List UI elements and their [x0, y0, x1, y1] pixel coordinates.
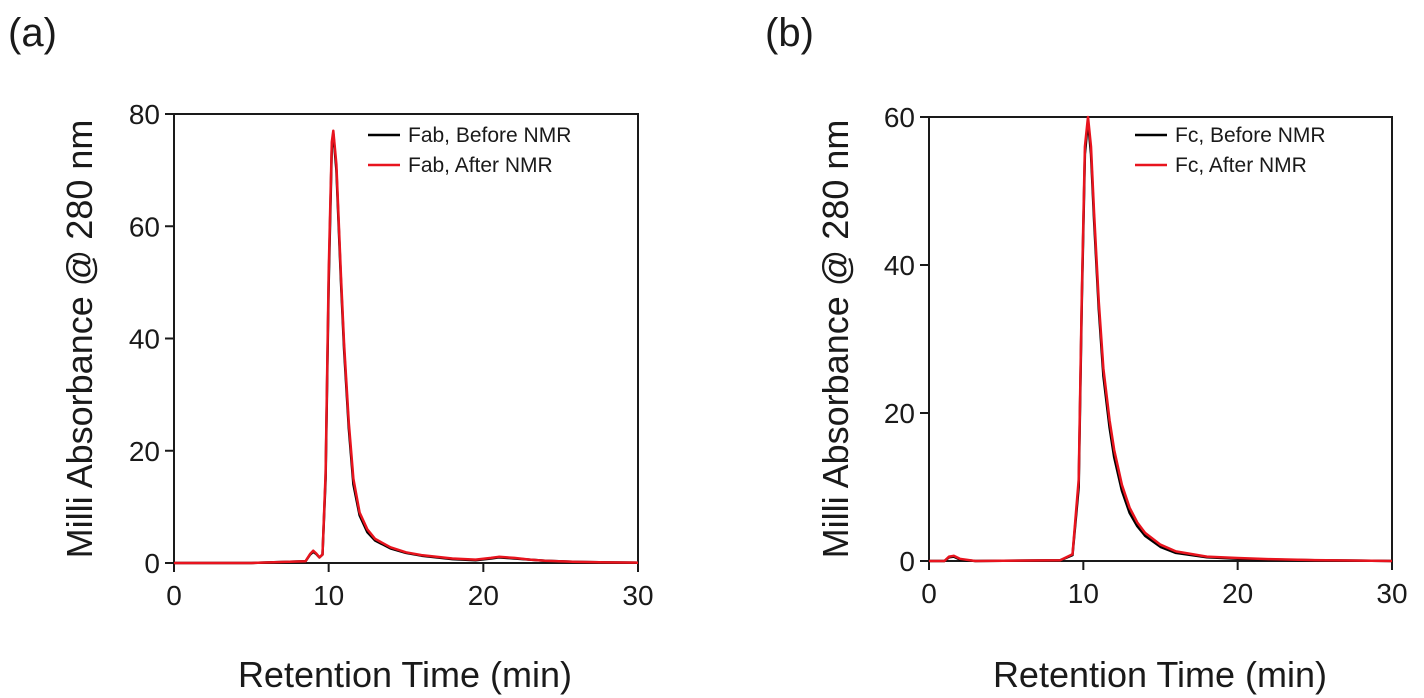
x-tick-label-b-1: 10	[1068, 578, 1099, 609]
series-line-b-0	[929, 119, 1393, 563]
x-axis-title-b: Retention Time (min)	[993, 654, 1327, 695]
plot-frame-a	[173, 113, 639, 564]
y-axis-title-b: Milli Absorbance @ 280 nm	[815, 120, 856, 559]
y-tick-label-a-1: 20	[129, 436, 160, 467]
y-tick-label-a-4: 80	[129, 99, 160, 130]
legend-label-b-0: Fc, Before NMR	[1175, 124, 1326, 147]
series-line-b-1	[929, 115, 1393, 563]
panel-b: (b) Milli Absorbance @ 280 nm Retention …	[765, 11, 1408, 695]
legend-a: Fab, Before NMR Fab, After NMR	[368, 124, 571, 177]
x-tick-label-a-0: 0	[166, 580, 182, 611]
x-axis-title-a: Retention Time (min)	[238, 654, 572, 695]
series-group-b	[929, 115, 1393, 563]
panel-label-b: (b)	[765, 11, 814, 55]
series-line-a-0	[174, 132, 639, 565]
ticks-b: 0 10 20 30 0 20 40 60	[884, 102, 1408, 609]
x-tick-label-b-3: 30	[1376, 578, 1407, 609]
y-axis-title-a: Milli Absorbance @ 280 nm	[59, 120, 100, 559]
panel-a: (a) Milli Absorbance @ 280 nm Retention …	[8, 11, 654, 695]
y-tick-label-a-3: 60	[129, 211, 160, 242]
x-tick-label-a-3: 30	[622, 580, 653, 611]
series-line-a-1	[174, 129, 639, 565]
x-tick-label-b-0: 0	[921, 578, 937, 609]
legend-b: Fc, Before NMR Fc, After NMR	[1135, 124, 1326, 177]
y-tick-label-a-2: 40	[129, 324, 160, 355]
ticks-a: 0 10 20 30 0 20 40 60 80	[129, 99, 654, 611]
y-tick-label-b-0: 0	[899, 546, 915, 577]
legend-label-a-0: Fab, Before NMR	[408, 124, 571, 147]
y-tick-label-b-3: 60	[884, 102, 915, 133]
y-tick-label-b-2: 40	[884, 250, 915, 281]
panel-label-a: (a)	[8, 11, 57, 55]
legend-label-b-1: Fc, After NMR	[1175, 154, 1307, 177]
plot-frame-b	[928, 116, 1393, 562]
series-group-a	[174, 129, 639, 565]
y-tick-label-a-0: 0	[144, 548, 160, 579]
x-tick-label-a-2: 20	[468, 580, 499, 611]
x-tick-label-a-1: 10	[313, 580, 344, 611]
legend-label-a-1: Fab, After NMR	[408, 154, 553, 177]
x-tick-label-b-2: 20	[1222, 578, 1253, 609]
y-tick-label-b-1: 20	[884, 398, 915, 429]
